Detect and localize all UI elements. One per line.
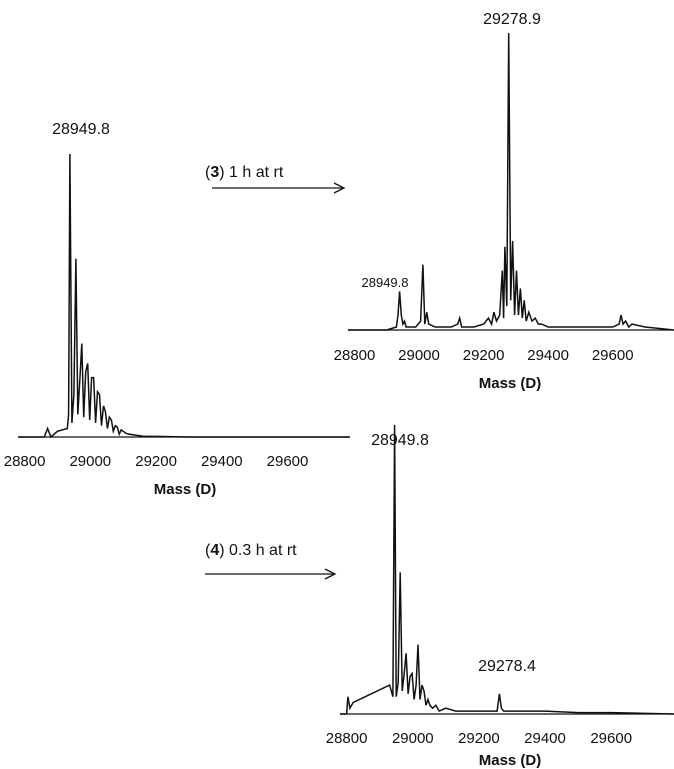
x-tick-28800: 28800: [334, 347, 376, 364]
peak-label-29278-4: 29278.4: [478, 658, 536, 675]
x-tick-29400: 29400: [527, 347, 569, 364]
panel-product3: 28800 29000 29200 29400 29600 Mass (D) 29278…: [334, 11, 674, 392]
x-tick-29200: 29200: [135, 453, 177, 470]
peak-label-29278-9: 29278.9: [483, 11, 541, 28]
x-tick-29000: 29000: [69, 453, 111, 470]
step-3: (3) 1 h at rt: [205, 164, 346, 194]
step-4-condition: 0.3 h at rt: [229, 542, 297, 559]
x-tick-29400: 29400: [201, 453, 243, 470]
x-tick-29600: 29600: [592, 347, 634, 364]
x-tick-29000: 29000: [398, 347, 440, 364]
x-tick-29200: 29200: [458, 730, 500, 747]
x-axis-label: Mass (D): [154, 481, 217, 498]
x-tick-29600: 29600: [267, 453, 309, 470]
peak-label-28949-8-small: 28949.8: [362, 275, 409, 290]
step-4-label: (4) 0.3 h at rt: [205, 542, 297, 559]
x-tick-labels: 28800 29000 29200 29400 29600: [326, 730, 632, 747]
step-4: (4) 0.3 h at rt: [205, 542, 337, 580]
x-tick-29200: 29200: [463, 347, 505, 364]
step-4-number: 4: [210, 542, 219, 559]
x-tick-29600: 29600: [590, 730, 632, 747]
x-tick-labels: 28800 29000 29200 29400 29600: [4, 453, 309, 470]
spectrum-trace: [340, 424, 674, 715]
x-tick-29000: 29000: [392, 730, 434, 747]
step-3-condition: 1 h at rt: [229, 164, 284, 181]
x-tick-29400: 29400: [524, 730, 566, 747]
step-4-arrowhead: [324, 568, 337, 580]
spectrum-trace: [348, 32, 674, 331]
panel-start: 28800 29000 29200 29400 29600 Mass (D) 28949…: [4, 121, 350, 498]
x-tick-28800: 28800: [326, 730, 368, 747]
x-tick-labels: 28800 29000 29200 29400 29600: [334, 347, 634, 364]
x-axis-label: Mass (D): [479, 375, 542, 392]
x-tick-28800: 28800: [4, 453, 46, 470]
step-3-arrowhead: [333, 182, 346, 194]
peak-label-28949-8: 28949.8: [52, 121, 110, 138]
spectrum-trace: [18, 153, 350, 439]
x-axis-label: Mass (D): [479, 752, 542, 769]
step-3-label: (3) 1 h at rt: [205, 164, 284, 181]
step-3-number: 3: [210, 164, 219, 181]
panel-product4: 28800 29000 29200 29400 29600 Mass (D) 28949…: [326, 424, 674, 769]
peak-label-28949-8: 28949.8: [371, 432, 429, 449]
